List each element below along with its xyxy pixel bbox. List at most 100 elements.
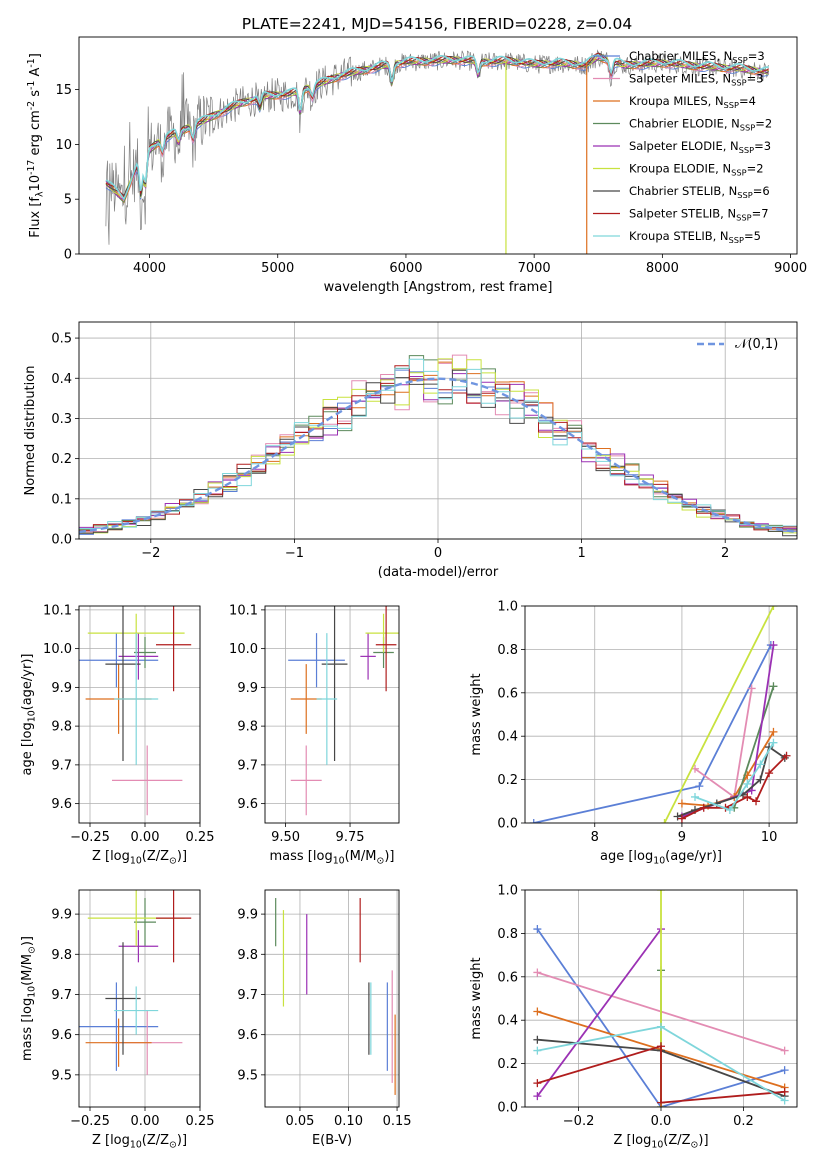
point-marker [533, 1007, 542, 1016]
y-tick-label: 0.8 [497, 927, 518, 942]
y-tick-label: 9.7 [237, 758, 258, 773]
y-tick-label: 9.9 [237, 681, 258, 696]
point-marker [695, 782, 704, 791]
axes-frame [524, 605, 798, 824]
errorbar-point-salpeter-stelib [375, 606, 397, 692]
y-tick-label: 9.9 [51, 681, 72, 696]
x-axis-label: Z [log10​(Z/Z⊙​)] [92, 849, 187, 867]
point-marker [533, 925, 542, 934]
panel-age_vs_Z: −0.25 0.00 0.25 9.6 9.7 9.8 9.9 10.0 10.1 Z [log1… [20, 603, 214, 867]
point-marker [780, 1066, 789, 1075]
y-tick-label: 9.8 [51, 948, 72, 963]
point-marker [677, 799, 686, 808]
x-tick-label: −0.25 [70, 1114, 110, 1129]
x-tick-label: 9.50 [271, 830, 300, 845]
errorbar-point-salpeter-miles [112, 745, 183, 816]
point-marker [533, 1035, 542, 1044]
point-marker [725, 805, 734, 814]
point-marker [660, 819, 669, 823]
errorbar-point-chabrier-miles [79, 982, 159, 1071]
panel-residuals: −2 −1 0 1 2 0.0 0.1 0.2 0.3 0.4 0.5 (data-model)/er… [23, 321, 798, 580]
series-kroupa-stelib [691, 738, 778, 814]
x-axis-label: wavelength [Angstrom, rest frame] [324, 280, 553, 295]
y-tick-label: 9.7 [51, 758, 72, 773]
x-axis-label: Z [log10​(Z/Z⊙​)] [92, 1133, 187, 1151]
y-tick-label: 0.6 [497, 970, 518, 985]
x-tick-label: 0.15 [383, 1114, 412, 1129]
axes-frame [78, 321, 798, 540]
point-marker [769, 641, 778, 650]
y-tick-label: 9.9 [237, 908, 258, 923]
panel-spectrum: 4000 5000 6000 7000 8000 9000 0 5 10 15 wavelength… [26, 36, 807, 295]
point-marker [782, 751, 791, 760]
x-tick-label: 0.05 [285, 1114, 314, 1129]
y-tick-label: 0 [64, 248, 72, 263]
panel-massweight_vs_Z: −0.2 0.0 0.2 0.0 0.2 0.4 0.6 0.8 1.0 Z [log10​(Z/… [469, 884, 798, 1151]
point-marker [533, 1079, 542, 1088]
point-marker [769, 682, 778, 691]
point-marker [743, 779, 752, 788]
y-tick-label: 10.1 [229, 603, 258, 618]
y-axis-label: mass weight [469, 957, 484, 1039]
y-tick-label: 1.0 [497, 884, 518, 899]
errorbar-point-salpeter-elodie [360, 633, 376, 680]
axes-frame [78, 605, 201, 824]
residual-histogram-kroupa-stelib [79, 358, 797, 539]
point-marker [677, 814, 686, 823]
y-tick-label: 9.6 [51, 797, 72, 812]
errorbar-point-chabrier-elodie [134, 637, 156, 668]
y-tick-label: 9.6 [51, 1028, 72, 1043]
x-tick-label: 0.25 [186, 1114, 215, 1129]
axes-frame [78, 36, 798, 255]
plot-area-residuals [79, 354, 797, 539]
point-marker [780, 1096, 789, 1105]
legend-label-kroupa-elodie: Kroupa ELODIE, NSSP​=2 [629, 162, 764, 178]
y-tick-label: 0.3 [51, 412, 72, 427]
spectrum-model-salpeter-stelib [105, 52, 769, 198]
plot-area-age_vs_Z [79, 606, 192, 816]
x-axis-label: age [log10​(age/yr)] [600, 849, 722, 867]
legend-label-chabrier-elodie: Chabrier ELODIE, NSSP​=2 [629, 117, 772, 133]
y-tick-label: 0.4 [497, 730, 518, 745]
y-tick-label: 0.6 [497, 686, 518, 701]
point-marker [780, 1087, 789, 1096]
figure-title: PLATE=2241, MJD=54156, FIBERID=0228, z=0… [242, 15, 632, 33]
y-tick-label: 0.0 [497, 817, 518, 832]
y-tick-label: 0.0 [497, 1101, 518, 1116]
x-tick-label: 0 [434, 546, 442, 561]
x-tick-label: 0.2 [733, 1114, 754, 1129]
errorbar-point-kroupa-miles [85, 1018, 152, 1067]
y-tick-label: 10.0 [43, 642, 72, 657]
x-tick-label: 4000 [133, 261, 166, 276]
x-axis-label: (data-model)/error [378, 565, 499, 580]
y-tick-label: 9.7 [51, 988, 72, 1003]
point-marker [769, 606, 778, 610]
y-tick-label: 1.0 [497, 600, 518, 615]
series-salpeter-stelib [677, 751, 791, 823]
point-marker [529, 819, 538, 823]
y-tick-label: 10.1 [43, 603, 72, 618]
y-tick-label: 9.7 [237, 988, 258, 1003]
x-tick-label: 7000 [518, 261, 551, 276]
errorbar-point-chabrier-stelib [321, 606, 348, 761]
errorbar-point-chabrier-miles [79, 633, 159, 688]
x-tick-label: 9000 [774, 261, 807, 276]
point-marker [769, 738, 778, 747]
y-tick-label: 9.9 [51, 908, 72, 923]
y-tick-label: 0.2 [497, 773, 518, 788]
legend-label-kroupa-miles: Kroupa MILES, NSSP​=4 [629, 94, 756, 110]
errorbar-point-kroupa-stelib [316, 633, 338, 765]
panel-age_vs_mass: 9.50 9.75 9.6 9.7 9.8 9.9 10.0 10.1 mass [log10​… [229, 603, 400, 867]
y-axis-label: mass [log10​(M/M⊙​)] [20, 936, 38, 1061]
y-tick-label: 9.6 [237, 1028, 258, 1043]
y-tick-label: 0.0 [51, 533, 72, 548]
x-tick-label: −0.25 [70, 830, 110, 845]
legend-label-chabrier-stelib: Chabrier STELIB, NSSP​=6 [629, 184, 770, 200]
point-marker [780, 1046, 789, 1055]
spectrum-model-kroupa-stelib [105, 54, 769, 201]
x-tick-label: −0.2 [563, 1114, 595, 1129]
y-tick-label: 0.4 [51, 372, 72, 387]
errorbar-point-salpeter-elodie [118, 633, 159, 680]
y-tick-label: 0.2 [497, 1057, 518, 1072]
